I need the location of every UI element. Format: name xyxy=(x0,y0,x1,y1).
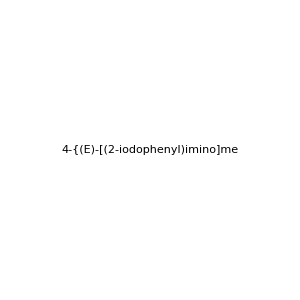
Text: 4-{(E)-[(2-iodophenyl)imino]me: 4-{(E)-[(2-iodophenyl)imino]me xyxy=(61,145,239,155)
